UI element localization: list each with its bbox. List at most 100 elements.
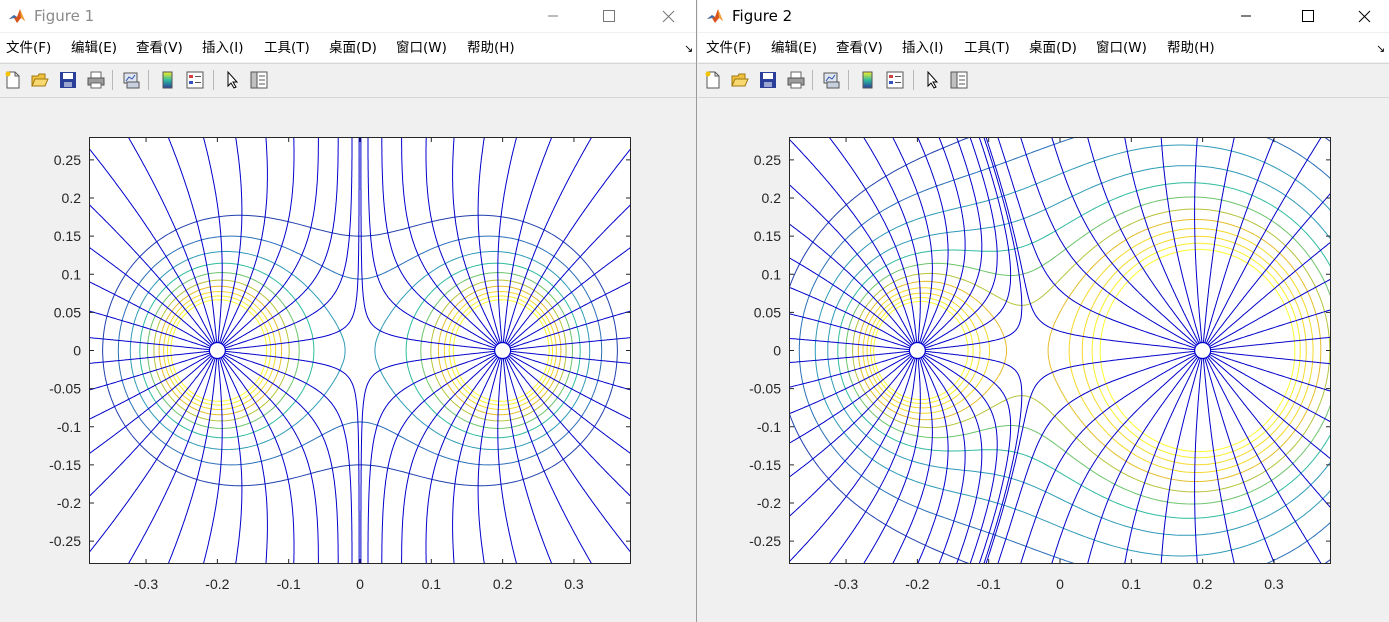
field-line	[789, 351, 914, 388]
menu-view[interactable]: 查看(V)	[836, 40, 883, 56]
print-icon[interactable]	[86, 70, 106, 90]
x-tick-label: 0	[1056, 576, 1064, 592]
equipotential-contour	[117, 235, 603, 466]
close-button[interactable]	[645, 0, 691, 32]
x-tick-label: 0.1	[1122, 576, 1142, 592]
link-plot-icon[interactable]	[121, 70, 141, 90]
print-icon[interactable]	[786, 70, 806, 90]
menu-insert[interactable]: 插入(I)	[202, 40, 244, 56]
insert-legend-icon[interactable]	[185, 70, 205, 90]
menu-help[interactable]: 帮助(H)	[467, 40, 515, 56]
field-line	[920, 137, 998, 349]
dock-arrow-icon[interactable]: ↘	[684, 42, 694, 55]
y-tick-label: -0.2	[57, 495, 81, 511]
field-line	[921, 351, 1012, 564]
equipotential-contour	[147, 272, 573, 429]
field-line	[921, 350, 1023, 564]
minimize-button[interactable]	[1223, 0, 1269, 32]
field-line	[505, 353, 631, 455]
field-line	[1194, 137, 1203, 346]
link-plot-icon[interactable]	[821, 70, 841, 90]
field-line	[89, 353, 215, 455]
field-line	[1087, 353, 1201, 564]
new-figure-icon[interactable]	[3, 70, 23, 90]
equipotential-contour	[798, 137, 1331, 564]
menu-edit[interactable]: 编辑(E)	[71, 40, 118, 56]
equipotential-contour	[167, 295, 553, 406]
menu-desktop[interactable]: 桌面(D)	[329, 40, 377, 56]
insert-colorbar-icon[interactable]	[158, 70, 178, 90]
charge-marker	[208, 341, 226, 360]
field-line	[220, 137, 319, 348]
axes-background	[89, 137, 631, 564]
field-line	[1205, 353, 1331, 460]
new-figure-icon[interactable]	[703, 70, 723, 90]
field-line	[1124, 354, 1202, 564]
field-line	[89, 337, 214, 351]
property-editor-icon[interactable]	[949, 70, 969, 90]
dock-arrow-icon[interactable]: ↘	[1376, 42, 1386, 55]
menu-desktop[interactable]: 桌面(D)	[1029, 40, 1077, 56]
property-editor-icon[interactable]	[249, 70, 269, 90]
field-line	[997, 137, 1199, 350]
field-line	[504, 353, 631, 498]
figure-window-1[interactable]: Figure 1 文件(F) 编辑(E) 查看(V) 插入(I) 工具(T) 桌…	[0, 0, 697, 622]
save-icon[interactable]	[758, 70, 778, 90]
minimize-button[interactable]	[530, 0, 576, 32]
menu-tools[interactable]: 工具(T)	[264, 40, 310, 56]
field-line	[221, 137, 353, 350]
menu-insert[interactable]: 插入(I)	[902, 40, 944, 56]
x-tick-label: 0.2	[493, 576, 513, 592]
field-line	[506, 310, 631, 350]
field-line	[218, 137, 268, 347]
field-line	[504, 354, 631, 554]
field-line	[202, 137, 223, 346]
maximize-button[interactable]	[1285, 0, 1331, 32]
edit-plot-pointer-icon[interactable]	[223, 70, 243, 90]
menu-file[interactable]: 文件(F)	[706, 40, 752, 56]
x-tick-label: 0	[356, 576, 364, 592]
y-tick-label: -0.2	[757, 495, 781, 511]
menu-window[interactable]: 窗口(W)	[396, 40, 447, 56]
edit-plot-pointer-icon[interactable]	[923, 70, 943, 90]
field-line	[997, 351, 1199, 564]
open-file-icon[interactable]	[730, 70, 750, 90]
maximize-button[interactable]	[586, 0, 632, 32]
insert-legend-icon[interactable]	[885, 70, 905, 90]
field-line	[504, 147, 631, 347]
menu-tools[interactable]: 工具(T)	[964, 40, 1010, 56]
y-tick-label: 0.1	[762, 266, 782, 282]
menu-window[interactable]: 窗口(W)	[1096, 40, 1147, 56]
field-line	[1206, 309, 1331, 350]
field-line	[89, 281, 214, 349]
field-line	[789, 337, 914, 351]
save-icon[interactable]	[58, 70, 78, 90]
x-tick-label: 0.2	[1193, 576, 1213, 592]
field-line	[1206, 350, 1331, 365]
menu-edit[interactable]: 编辑(E)	[771, 40, 818, 56]
x-tick-label: -0.1	[277, 576, 301, 592]
field-line	[789, 353, 916, 478]
field-line	[828, 355, 918, 564]
field-line	[1160, 137, 1202, 347]
field-line	[221, 137, 360, 351]
field-line	[89, 353, 216, 498]
menu-view[interactable]: 查看(V)	[136, 40, 183, 56]
plot-area[interactable]: -0.3 -0.2 -0.1 0 0.1 0.2 0.3 0.25 0.2 0.15 0.1 0.05…	[698, 97, 1388, 622]
insert-colorbar-icon[interactable]	[858, 70, 878, 90]
y-tick-label: 0.1	[62, 266, 82, 282]
field-line	[220, 352, 339, 564]
menu-help[interactable]: 帮助(H)	[1167, 40, 1215, 56]
plot-area[interactable]: -0.3 -0.2 -0.1 0 0.1 0.2 0.3 0.25 0.2 0.15 0.1 0.05…	[0, 97, 696, 622]
open-file-icon[interactable]	[30, 70, 50, 90]
close-button[interactable]	[1341, 0, 1387, 32]
title-bar[interactable]: Figure 2	[698, 0, 1389, 32]
field-line	[425, 137, 501, 348]
figure-toolbar	[0, 63, 696, 98]
figure-window-2[interactable]: Figure 2 文件(F) 编辑(E) 查看(V) 插入(I) 工具(T) 桌…	[698, 0, 1389, 622]
field-line	[506, 350, 631, 364]
field-line	[789, 223, 916, 348]
menu-file[interactable]: 文件(F)	[6, 40, 52, 56]
field-line	[1204, 192, 1331, 348]
title-bar[interactable]: Figure 1	[0, 0, 696, 32]
